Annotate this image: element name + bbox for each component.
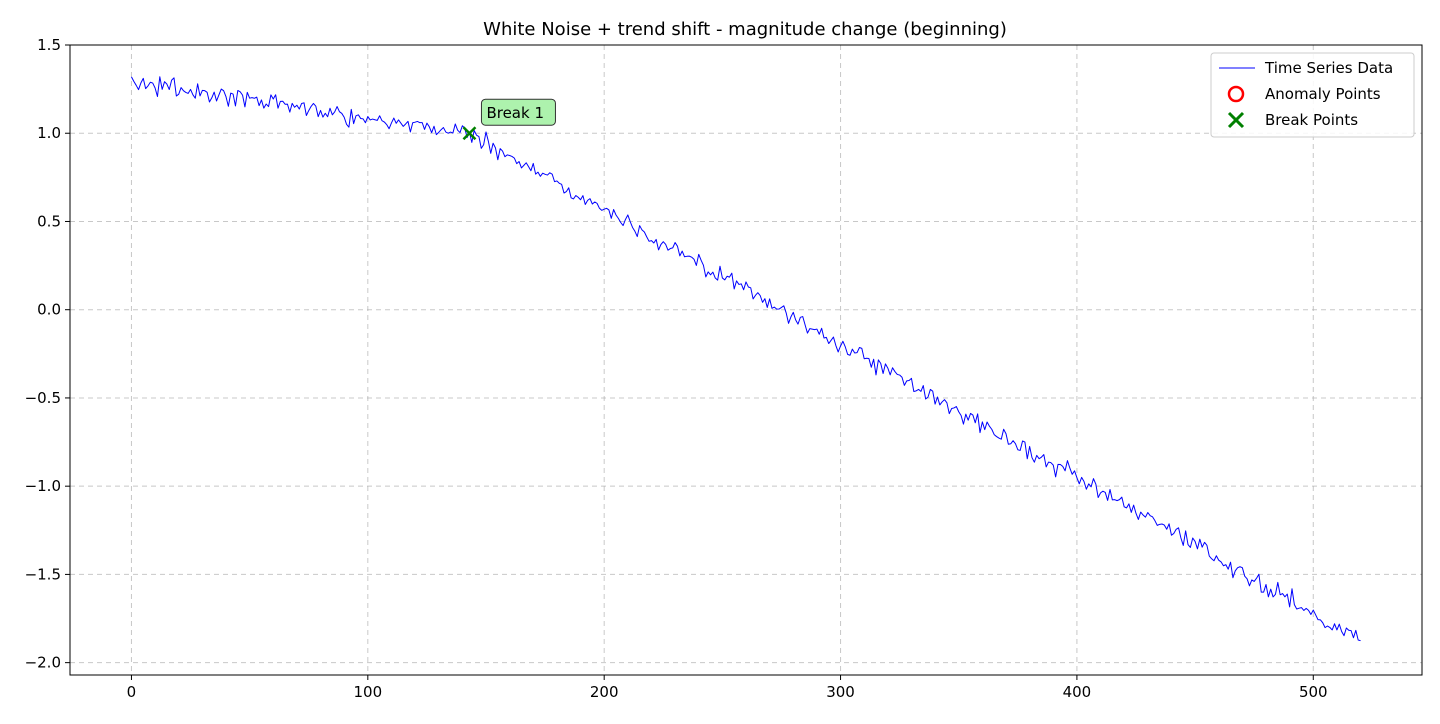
legend: Time Series Data Anomaly Points Break Poin… [1210, 52, 1415, 138]
y-tick-label: 1.5 [37, 36, 61, 54]
legend-box [1210, 52, 1415, 138]
x-tick-label: 100 [353, 683, 382, 701]
annotation-box [480, 98, 556, 126]
x-tick-label: 400 [1063, 683, 1092, 701]
y-tick-label: −1.0 [25, 477, 61, 495]
legend-label: Time Series Data [1264, 59, 1393, 77]
legend-label: Break Points [1265, 111, 1358, 129]
y-tick-label: 0.5 [37, 212, 61, 230]
grid-lines [70, 44, 1422, 675]
x-tick-label: 0 [127, 683, 137, 701]
y-tick-label: −0.5 [25, 389, 61, 407]
y-tick-label: −1.5 [25, 565, 61, 583]
axis-ticks: 0 100 200 300 400 500 1.5 1.0 0.5 0.0 −0.5 −1.0 −1.5… [25, 36, 1423, 701]
break-annotation: Break 1 [480, 98, 556, 126]
plot-area: Break 1 [131, 76, 1361, 642]
y-tick-label: −2.0 [25, 654, 61, 672]
x-tick-label: 300 [826, 683, 855, 701]
plot-frame [69, 44, 1423, 676]
legend-swatch-circle [1227, 85, 1245, 103]
chart-title: White Noise + trend shift - magnitude ch… [483, 19, 1007, 40]
x-tick-label: 200 [590, 683, 619, 701]
break-point-marker [462, 126, 477, 141]
series-line-time-series-data [131, 76, 1361, 642]
y-tick-label: 0.0 [37, 301, 61, 319]
annotation-label: Break 1 [486, 104, 544, 122]
y-tick-label: 1.0 [37, 124, 61, 142]
legend-label: Anomaly Points [1265, 85, 1381, 103]
x-tick-label: 500 [1299, 683, 1328, 701]
legend-swatch-x [1227, 111, 1245, 129]
